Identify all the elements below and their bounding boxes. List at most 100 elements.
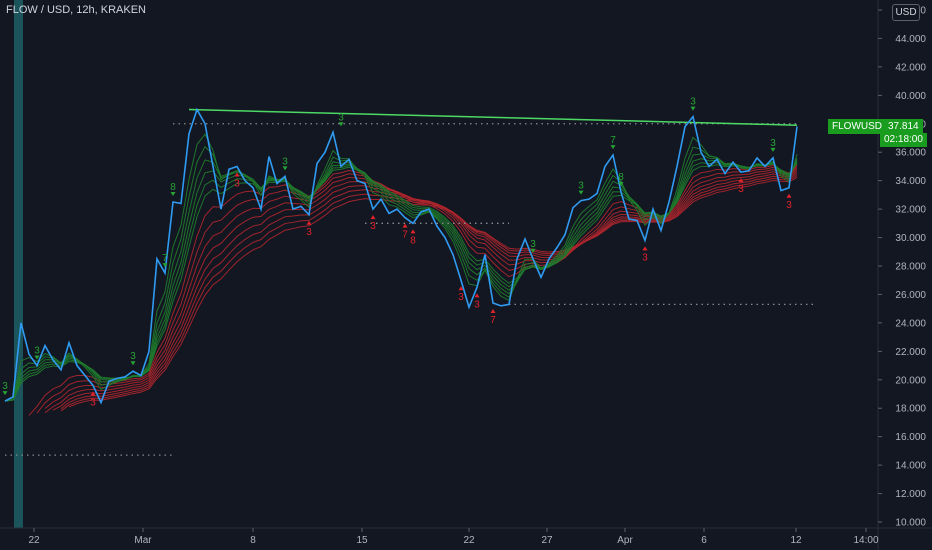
x-tick-label: 8: [250, 535, 256, 546]
moving-average-ribbon: [4, 133, 798, 416]
marker-count: 3: [786, 200, 792, 211]
fast-ma-line: [4, 133, 798, 402]
y-tick-label: 16.000: [895, 432, 926, 443]
chart-title: FLOW / USD, 12h, KRAKEN: [6, 4, 146, 16]
marker-arrow: [90, 391, 96, 396]
x-tick-label: 27: [541, 535, 553, 546]
marker-arrow: [642, 246, 648, 251]
marker-count: 8: [618, 172, 624, 183]
marker-count: 3: [90, 397, 96, 408]
marker-count: 7: [610, 135, 616, 146]
x-tick-label: 22: [463, 535, 475, 546]
y-tick-label: 30.000: [895, 233, 926, 244]
x-tick-label: 22: [28, 535, 40, 546]
marker-arrow: [234, 172, 240, 177]
y-tick-label: 34.000: [895, 176, 926, 187]
price-line: [4, 107, 798, 405]
trendline: [188, 108, 798, 126]
session-highlight-band: [14, 0, 23, 528]
marker-count: 3: [338, 112, 344, 123]
marker-count: 3: [130, 351, 136, 362]
marker-arrow: [282, 166, 288, 171]
price-axis[interactable]: 46.00044.00042.00040.00038.00036.00034.0…: [877, 0, 926, 550]
slow-ma-line: [60, 173, 798, 410]
x-tick-label: 6: [701, 535, 707, 546]
marker-count: 3: [738, 184, 744, 195]
slow-ma-line: [68, 176, 798, 408]
last-price-label: FLOWUSD 37.814: [828, 119, 923, 134]
bar-countdown: 02:18:00: [880, 133, 927, 147]
y-tick-label: 42.000: [895, 62, 926, 73]
marker-arrow: [474, 293, 480, 298]
y-tick-label: 14.000: [895, 461, 926, 472]
marker-arrow: [786, 193, 792, 198]
y-tick-label: 20.000: [895, 375, 926, 386]
marker-count: 3: [690, 97, 696, 108]
y-tick-label: 12.000: [895, 489, 926, 500]
y-tick-label: 24.000: [895, 318, 926, 329]
x-tick-label: Apr: [617, 535, 633, 546]
marker-count: 3: [578, 181, 584, 192]
resistance-trendline: [188, 108, 798, 126]
marker-count: 3: [770, 138, 776, 149]
marker-count: 3: [306, 227, 312, 238]
marker-count: 3: [282, 156, 288, 167]
marker-arrow: [458, 286, 464, 291]
x-tick-label: 15: [356, 535, 368, 546]
marker-arrow: [530, 248, 536, 253]
marker-count: 8: [170, 182, 176, 193]
marker-count: 8: [410, 235, 416, 246]
time-axis[interactable]: 22 Mar 8 15 22 27 Apr 6 12 14:00: [0, 527, 932, 546]
marker-arrow: [370, 215, 376, 220]
slow-ma-line: [60, 175, 798, 412]
marker-count: 3: [370, 221, 376, 232]
marker-count: 3: [474, 299, 480, 310]
marker-arrow: [306, 220, 312, 225]
marker-count: 7: [490, 315, 496, 326]
marker-count: 3: [530, 239, 536, 250]
currency-badge[interactable]: USD: [892, 4, 920, 21]
marker-count: 3: [234, 178, 240, 189]
marker-arrow: [410, 229, 416, 234]
marker-count: 7: [162, 253, 168, 264]
y-tick-label: 32.000: [895, 205, 926, 216]
x-tick-label: 12: [790, 535, 802, 546]
marker-arrow: [34, 355, 40, 360]
marker-arrow: [738, 178, 744, 183]
marker-count: 3: [34, 346, 40, 357]
marker-arrow: [610, 145, 616, 150]
marker-count: 7: [402, 230, 408, 241]
marker-arrow: [490, 308, 496, 313]
marker-count: 3: [2, 381, 8, 392]
price-line-series: [4, 107, 798, 405]
last-price-symbol: FLOWUSD: [832, 121, 882, 132]
y-tick-label: 10.000: [895, 518, 926, 529]
marker-arrow: [338, 122, 344, 127]
marker-count: 3: [458, 292, 464, 303]
y-tick-label: 36.000: [895, 148, 926, 159]
y-tick-label: 40.000: [895, 91, 926, 102]
y-tick-label: 18.000: [895, 404, 926, 415]
marker-arrow: [130, 361, 136, 366]
marker-arrow: [170, 192, 176, 196]
marker-arrow: [690, 106, 696, 111]
y-tick-label: 44.000: [895, 34, 926, 45]
x-tick-label: Mar: [134, 535, 152, 546]
marker-arrow: [162, 263, 168, 268]
marker-arrow: [402, 223, 408, 228]
marker-arrow: [618, 182, 624, 187]
dotted-level-lines: [5, 123, 813, 456]
marker-arrow: [578, 190, 584, 195]
slow-ma-line: [52, 171, 798, 411]
y-tick-label: 22.000: [895, 347, 926, 358]
x-tick-label: 14:00: [853, 535, 878, 546]
marker-count: 3: [642, 252, 648, 263]
y-tick-label: 28.000: [895, 262, 926, 273]
y-tick-label: 26.000: [895, 290, 926, 301]
marker-arrow: [2, 391, 8, 396]
marker-arrow: [770, 147, 776, 152]
session-band: [14, 0, 23, 528]
last-price-value: 37.814: [888, 121, 919, 132]
